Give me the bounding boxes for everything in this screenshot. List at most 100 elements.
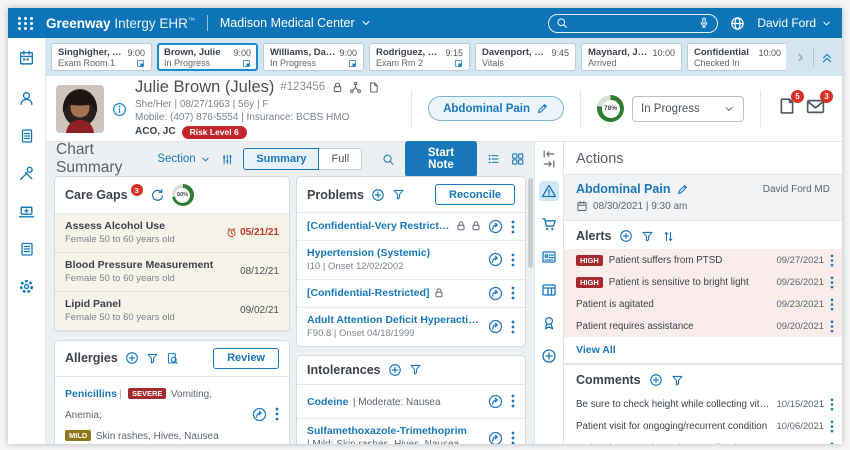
- apps-grid-icon[interactable]: [18, 16, 34, 30]
- add-comment-icon[interactable]: [649, 373, 663, 387]
- patient-tab[interactable]: Singhigher, Alexa...9:00 Exam Room 1: [51, 43, 152, 71]
- content-scrollbar[interactable]: [528, 178, 533, 418]
- row-menu-icon[interactable]: [511, 253, 515, 267]
- review-allergies-button[interactable]: Review: [213, 347, 279, 369]
- orders-cart-icon[interactable]: [539, 214, 559, 234]
- patient-tab[interactable]: Confidential 10:00 Checked In: [687, 43, 786, 71]
- row-menu-icon[interactable]: [830, 320, 834, 333]
- patient-info-icon[interactable]: [112, 102, 127, 122]
- filter-alerts-icon[interactable]: [641, 230, 654, 243]
- messages-notification-icon[interactable]: 3: [805, 89, 833, 122]
- care-gap-row[interactable]: Assess Alcohol Use Female 50 to 60 years…: [55, 214, 289, 253]
- intolerance-link[interactable]: Codeine: [307, 395, 349, 408]
- row-menu-icon[interactable]: [275, 407, 279, 421]
- alerts-rail-icon[interactable]: [539, 181, 559, 201]
- patient-photo[interactable]: [56, 84, 104, 133]
- row-menu-icon[interactable]: [511, 320, 515, 334]
- privacy-lock-icon[interactable]: [331, 81, 344, 94]
- add-intolerance-icon[interactable]: [388, 363, 402, 377]
- sidebar-telehealth-icon[interactable]: [18, 203, 35, 220]
- filter-intolerances-icon[interactable]: [409, 363, 422, 376]
- row-menu-icon[interactable]: [830, 276, 834, 289]
- alerts-view-all-link[interactable]: View All: [576, 344, 616, 356]
- care-gap-row[interactable]: Lipid Panel Female 50 to 60 years old 09…: [55, 292, 289, 331]
- row-menu-icon[interactable]: [830, 420, 834, 433]
- collapse-panel-icon[interactable]: [542, 150, 556, 168]
- filter-allergies-icon[interactable]: [146, 352, 159, 365]
- quality-award-icon[interactable]: [539, 313, 559, 333]
- add-allergy-icon[interactable]: [125, 351, 139, 365]
- layout-sliders-icon[interactable]: [221, 152, 234, 167]
- row-menu-icon[interactable]: [511, 220, 515, 234]
- row-menu-icon[interactable]: [830, 254, 834, 267]
- lock-icon: [433, 287, 445, 299]
- problem-link[interactable]: [Confidential-Restricted]: [307, 286, 430, 299]
- grid-view-icon[interactable]: [511, 151, 524, 167]
- patient-tab-selected[interactable]: Brown, Julie 9:00 In Progress: [157, 43, 258, 71]
- sidebar-patient-icon[interactable]: [18, 90, 35, 107]
- care-team-icon[interactable]: [349, 81, 362, 94]
- row-menu-icon[interactable]: [511, 394, 515, 408]
- sidebar-tools-icon[interactable]: [18, 165, 35, 182]
- notes-notification-icon[interactable]: 5: [777, 90, 804, 121]
- forward-icon[interactable]: [488, 252, 503, 267]
- forward-icon[interactable]: [488, 431, 503, 444]
- forward-icon[interactable]: [252, 407, 267, 422]
- flowsheet-icon[interactable]: [539, 280, 559, 300]
- row-menu-icon[interactable]: [830, 398, 834, 411]
- list-view-icon[interactable]: [487, 151, 500, 167]
- row-menu-icon[interactable]: [511, 286, 515, 300]
- encounter-reason-button[interactable]: Abdominal Pain: [428, 96, 564, 121]
- schedule-calendar-button[interactable]: [8, 38, 46, 76]
- intolerance-link[interactable]: Sulfamethoxazole-Trimethoprim: [307, 424, 467, 437]
- collapse-tabbar-icon[interactable]: [820, 50, 834, 64]
- user-name: David Ford: [757, 16, 816, 30]
- edit-pencil-icon[interactable]: [676, 183, 689, 196]
- filter-comments-icon[interactable]: [671, 374, 684, 387]
- patient-scroll-icon[interactable]: [367, 81, 380, 94]
- encounter-summary: Abdominal Pain David Ford MD 08/30/2021 …: [564, 175, 842, 221]
- add-alert-icon[interactable]: [619, 229, 633, 243]
- problem-link[interactable]: Hypertension (Systemic): [307, 247, 431, 259]
- add-panel-icon[interactable]: [539, 346, 559, 366]
- chart-search-icon[interactable]: [382, 152, 395, 167]
- forward-icon[interactable]: [488, 286, 503, 301]
- forward-icon[interactable]: [488, 319, 503, 334]
- allergy-review-history-icon[interactable]: [166, 352, 179, 365]
- encounter-link[interactable]: Abdominal Pain: [576, 182, 671, 196]
- care-gap-row[interactable]: Blood Pressure Measurement Female 50 to …: [55, 253, 289, 292]
- tabs-scroll-right-icon[interactable]: [794, 51, 807, 64]
- allergy-link[interactable]: Penicillins: [65, 387, 117, 400]
- row-menu-icon[interactable]: [511, 431, 515, 444]
- global-search[interactable]: [548, 13, 719, 33]
- sidebar-encounters-icon[interactable]: [19, 241, 35, 257]
- start-note-button[interactable]: Start Note: [404, 141, 478, 177]
- care-gaps-refresh-icon[interactable]: [150, 188, 165, 203]
- forward-icon[interactable]: [488, 219, 503, 234]
- view-full-button[interactable]: Full: [319, 148, 363, 170]
- row-menu-icon[interactable]: [830, 442, 834, 445]
- globe-icon[interactable]: [730, 16, 745, 31]
- row-menu-icon[interactable]: [830, 298, 834, 311]
- patient-tab[interactable]: Rodriguez, Seba...9:15 Exam Rm 2: [369, 43, 470, 71]
- reconcile-button[interactable]: Reconcile: [435, 184, 515, 205]
- search-input[interactable]: [573, 17, 694, 29]
- problem-link[interactable]: Adult Attention Deficit Hyperactivity Di…: [307, 313, 482, 326]
- add-problem-icon[interactable]: [371, 188, 385, 202]
- problem-link[interactable]: [Confidential-Very Restricted]: [307, 219, 452, 232]
- patient-tab[interactable]: Maynard, James10:00 Arrived: [581, 43, 682, 71]
- patient-tab[interactable]: Williams, David 9:00 In Progress: [263, 43, 364, 71]
- sidebar-documents-icon[interactable]: [19, 128, 35, 144]
- section-dropdown[interactable]: Section: [157, 153, 210, 165]
- filter-problems-icon[interactable]: [392, 188, 405, 201]
- forward-icon[interactable]: [488, 394, 503, 409]
- sort-alerts-icon[interactable]: [662, 230, 675, 243]
- patient-tab[interactable]: Davenport, Coley9:45 Vitals: [475, 43, 576, 71]
- patient-card-icon[interactable]: [539, 247, 559, 267]
- view-summary-button[interactable]: Summary: [243, 148, 320, 170]
- microphone-icon[interactable]: [698, 17, 710, 29]
- user-menu[interactable]: David Ford: [757, 16, 832, 30]
- visit-status-dropdown[interactable]: In Progress: [632, 95, 744, 122]
- practice-selector[interactable]: Madison Medical Center: [220, 16, 372, 30]
- sidebar-settings-gear-icon[interactable]: [18, 278, 35, 295]
